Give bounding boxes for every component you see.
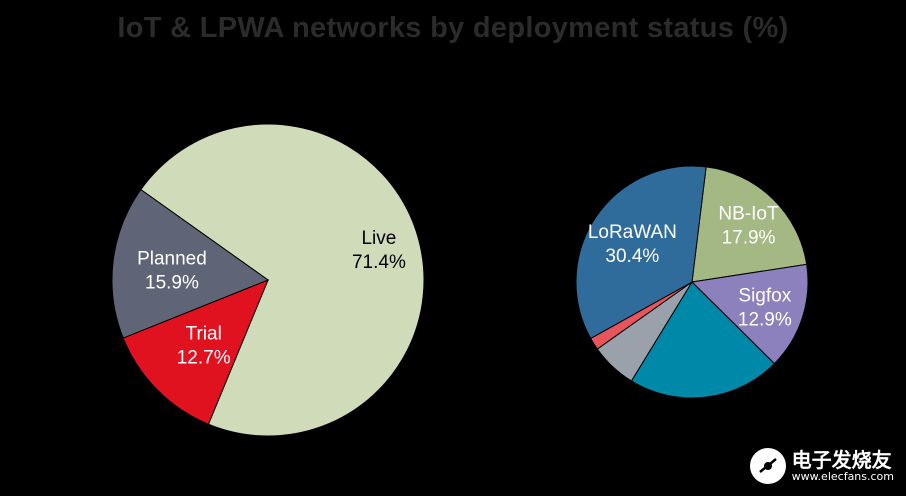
pie1-value-trial: 12.7%: [177, 348, 231, 369]
pie1-label-live: Live: [361, 228, 396, 249]
watermark-brand: 电子发烧友: [791, 447, 892, 472]
pie1-slice-trial: [122, 279, 269, 425]
pie1-value-live: 71.4%: [352, 252, 406, 273]
elecfans-logo-icon: [749, 448, 786, 484]
pie2-slice-nb-iot: [691, 166, 808, 283]
pie1-slice-planned: [111, 188, 270, 339]
pie2-value-lorawan: 30.4%: [605, 246, 659, 267]
pie2-slice-lorawan: [575, 165, 707, 340]
watermark: 电子发烧友 www.elecfans.com: [749, 447, 894, 484]
pie2-label-nb-iot: NB-IoT: [718, 204, 779, 225]
pie2-slice-unlabeled-2: [630, 281, 776, 399]
pie2-slice-sigfox: [690, 263, 809, 365]
pie1-value-planned: 15.9%: [145, 273, 199, 294]
chart-title: IoT & LPWA networks by deployment status…: [117, 12, 789, 44]
pie2-label-lorawan: LoRaWAN: [588, 222, 677, 243]
pie1-label-planned: Planned: [137, 249, 207, 270]
pie2-value-nb-iot: 17.9%: [722, 228, 776, 249]
pie2-value-sigfox: 12.9%: [738, 310, 792, 331]
pie1-slice-live: [140, 123, 425, 437]
pie1-label-trial: Trial: [186, 324, 222, 345]
watermark-url: www.elecfans.com: [791, 469, 894, 483]
pie2-label-sigfox: Sigfox: [738, 286, 791, 307]
